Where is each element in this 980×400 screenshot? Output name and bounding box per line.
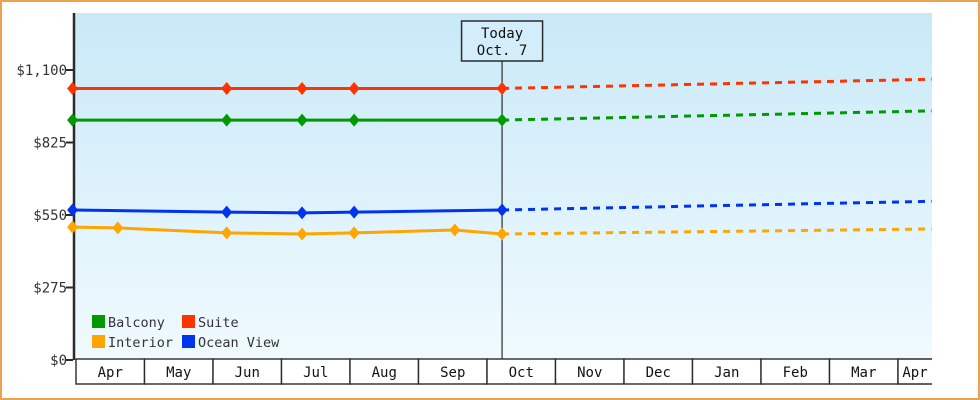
y-tick-label: $1,100 bbox=[16, 63, 67, 79]
y-tick-label: $275 bbox=[33, 281, 67, 297]
today-box bbox=[460, 20, 544, 62]
series-marker-interior bbox=[449, 223, 461, 237]
series-marker-interior bbox=[496, 227, 508, 241]
month-cell bbox=[828, 358, 899, 385]
series-marker-balcony bbox=[348, 113, 360, 127]
series-marker-suite bbox=[496, 81, 508, 95]
series-marker-interior bbox=[112, 221, 124, 235]
series-marker-ocean-view bbox=[67, 203, 79, 217]
month-cell bbox=[486, 358, 557, 385]
series-marker-balcony bbox=[221, 113, 233, 127]
today-date-label: Oct. 7 bbox=[477, 43, 528, 59]
month-cell bbox=[691, 358, 762, 385]
series-marker-interior bbox=[67, 220, 79, 234]
month-label: Feb bbox=[783, 365, 808, 381]
month-cell bbox=[75, 358, 146, 385]
series-marker-balcony bbox=[67, 113, 79, 127]
month-cell bbox=[212, 358, 283, 385]
month-label: Dec bbox=[646, 365, 671, 381]
series-marker-ocean-view bbox=[496, 203, 508, 217]
plot-background bbox=[74, 13, 932, 359]
series-marker-interior bbox=[348, 226, 360, 240]
month-label: Oct bbox=[509, 365, 534, 381]
month-cell bbox=[623, 358, 694, 385]
series-projection-ocean-view bbox=[502, 199, 932, 212]
series-marker-suite bbox=[221, 81, 233, 95]
month-label: Sep bbox=[440, 365, 465, 381]
series-projection-interior bbox=[502, 227, 932, 236]
month-label: Aug bbox=[372, 365, 397, 381]
series-marker-interior bbox=[296, 227, 308, 241]
y-tick-label: $0 bbox=[50, 353, 67, 369]
today-label: Today bbox=[481, 26, 523, 42]
series-projection-suite bbox=[502, 77, 932, 90]
month-label: May bbox=[166, 365, 191, 381]
month-label: Jan bbox=[714, 365, 739, 381]
series-marker-balcony bbox=[496, 113, 508, 127]
legend-label-interior: Interior bbox=[108, 335, 173, 351]
series-marker-balcony bbox=[296, 113, 308, 127]
month-label: Jul bbox=[303, 365, 328, 381]
legend-swatch-ocean-view bbox=[182, 335, 195, 348]
series-marker-interior bbox=[221, 226, 233, 240]
month-label: Apr bbox=[98, 365, 123, 381]
month-cell bbox=[897, 358, 932, 385]
month-label: Mar bbox=[851, 365, 876, 381]
series-marker-suite bbox=[296, 81, 308, 95]
legend-swatch-interior bbox=[92, 335, 105, 348]
legend-label-ocean-view: Ocean View bbox=[198, 335, 280, 351]
series-projection-balcony bbox=[502, 109, 932, 122]
month-label: Jun bbox=[235, 365, 260, 381]
legend-label-suite: Suite bbox=[198, 315, 239, 331]
month-label: Apr bbox=[902, 365, 927, 381]
legend-label-balcony: Balcony bbox=[108, 315, 165, 331]
series-marker-suite bbox=[348, 81, 360, 95]
month-cell bbox=[143, 358, 214, 385]
month-cell bbox=[554, 358, 625, 385]
month-label: Nov bbox=[577, 365, 602, 381]
legend-swatch-suite bbox=[182, 315, 195, 328]
y-tick-label: $825 bbox=[33, 136, 67, 152]
series-marker-ocean-view bbox=[221, 205, 233, 219]
series-marker-ocean-view bbox=[348, 205, 360, 219]
legend-swatch-balcony bbox=[92, 315, 105, 328]
series-marker-ocean-view bbox=[296, 206, 308, 220]
month-cell bbox=[349, 358, 420, 385]
series-marker-suite bbox=[67, 81, 79, 95]
y-tick-label: $550 bbox=[33, 208, 67, 224]
month-cell bbox=[417, 358, 488, 385]
